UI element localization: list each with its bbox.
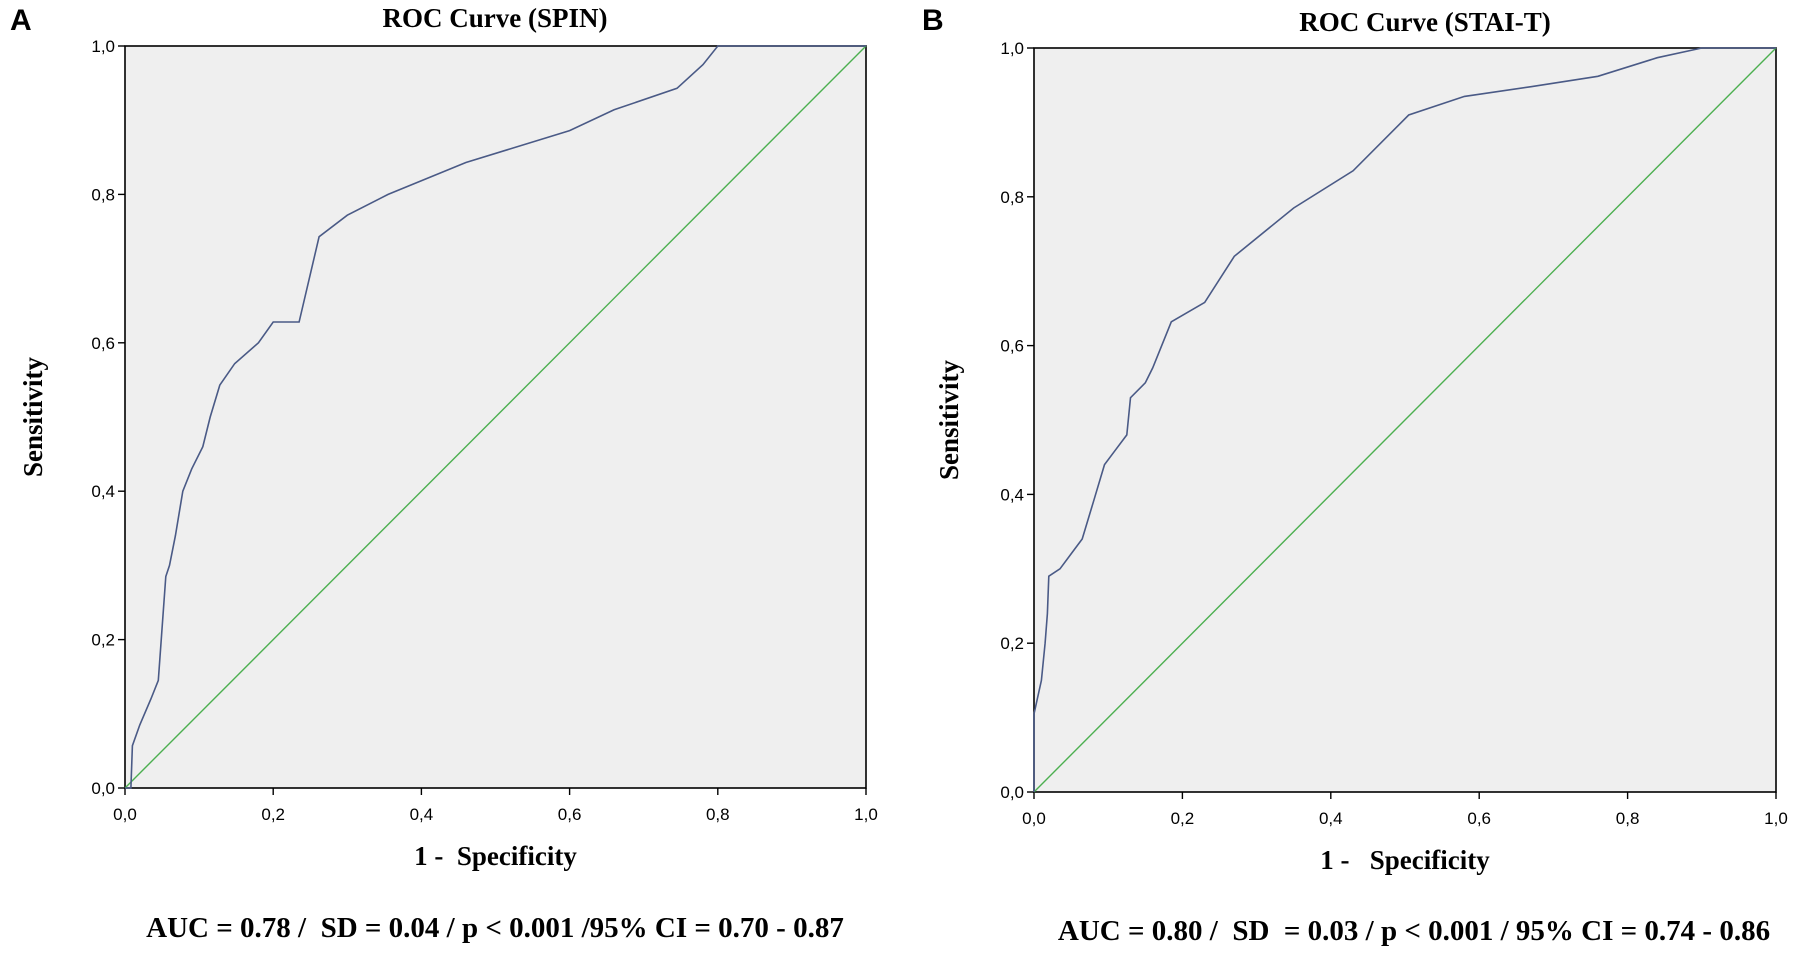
y-tick-label: 0,0 [91, 779, 115, 798]
y-axis-title: Sensitivity [18, 356, 48, 477]
x-tick-label: 0,4 [410, 805, 434, 824]
x-tick-label: 0,0 [1022, 809, 1046, 828]
x-tick-label: 0,8 [1616, 809, 1640, 828]
stats-caption: AUC = 0.80 / SD = 0.03 / p < 0.001 / 95%… [1058, 915, 1770, 947]
reference-line [124, 45, 867, 789]
y-tick-label: 0,4 [1000, 485, 1024, 504]
chart-title: ROC Curve (SPIN) [383, 3, 608, 33]
y-axis-title: Sensitivity [934, 359, 964, 480]
y-tick-label: 0,6 [91, 334, 115, 353]
x-tick-label: 0,2 [1171, 809, 1195, 828]
x-tick-label: 0,6 [558, 805, 582, 824]
y-tick-label: 0,2 [91, 631, 115, 650]
y-tick-label: 0,4 [91, 482, 115, 501]
y-tick-label: 0,0 [1000, 783, 1024, 802]
x-tick-label: 0,6 [1467, 809, 1491, 828]
panel-label: A [10, 4, 32, 37]
y-tick-label: 1,0 [1000, 39, 1024, 58]
chart-panel-a: A ROC Curve (SPIN) 0,0 0,2 0,4 0,6 0,8 1,0 0,0 0,… [10, 3, 878, 944]
x-tick-label: 0,0 [113, 805, 137, 824]
x-axis-title: 1 - Specificity [1320, 845, 1490, 875]
x-tick-label: 0,2 [261, 805, 285, 824]
x-tick-label: 0,4 [1319, 809, 1343, 828]
chart-panel-b: B ROC Curve (STAI-T) 0,0 0,2 0,4 0,6 0,8 1,0 0,0… [922, 4, 1788, 947]
chart-title: ROC Curve (STAI-T) [1299, 7, 1551, 37]
y-tick-label: 0,2 [1000, 634, 1024, 653]
x-axis-title: 1 - Specificity [414, 841, 577, 871]
x-tick-label: 0,8 [706, 805, 730, 824]
panel-label: B [922, 4, 944, 37]
y-tick-label: 0,8 [91, 185, 115, 204]
y-tick-label: 0,8 [1000, 188, 1024, 207]
y-tick-label: 0,6 [1000, 337, 1024, 356]
y-tick-label: 1,0 [91, 37, 115, 56]
x-tick-label: 1,0 [854, 805, 878, 824]
stats-caption: AUC = 0.78 / SD = 0.04 / p < 0.001 /95% … [146, 912, 844, 944]
roc-curve [1033, 47, 1776, 792]
roc-curve [125, 45, 866, 789]
reference-line [1033, 47, 1777, 793]
x-tick-label: 1,0 [1764, 809, 1788, 828]
